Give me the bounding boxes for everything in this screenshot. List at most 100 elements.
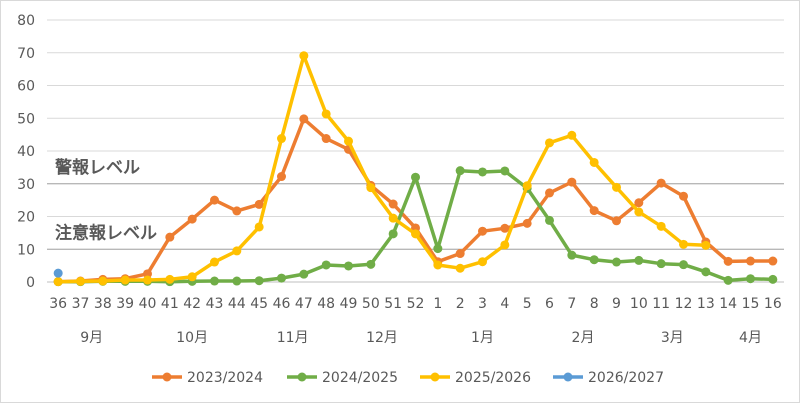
data-point [76,276,85,286]
data-point [768,274,778,284]
month-axis: 9月 10月 11月 12月 1月 2月 3月 4月 [80,330,762,346]
data-point [656,259,666,269]
x-tick-label: 7 [567,296,576,312]
data-point [165,274,175,284]
data-point [98,276,108,286]
data-point [567,250,577,260]
data-point [612,257,621,267]
data-point [634,207,644,217]
month-label: 9月 [80,330,103,346]
data-point [165,232,175,242]
data-point [567,130,577,140]
data-point [187,214,197,224]
data-point [723,256,733,266]
data-point [433,260,443,270]
legend-swatch-marker [162,372,172,382]
x-tick-label: 48 [317,296,335,312]
warning-level-label: 注意報レベル [55,222,157,243]
series-2023-2024 [53,114,778,287]
data-point [478,167,487,177]
month-label: 12月 [366,330,398,346]
x-tick-label: 42 [183,296,201,312]
data-point [321,260,331,270]
data-point [589,255,599,265]
data-point [299,51,309,61]
data-point [679,191,688,201]
data-point [589,206,599,216]
data-point [656,178,666,188]
data-point [500,240,510,250]
legend-swatch-marker [297,372,307,382]
data-point [411,172,420,182]
data-point [277,134,286,144]
legend-swatch-marker [430,372,440,382]
data-point [545,138,554,148]
data-point [210,257,219,267]
legend: 2023/2024 2024/2025 2025/2026 2026/2027 [152,370,664,386]
data-point [344,261,353,271]
alert-level-label: 警報レベル [54,157,140,178]
x-tick-label: 36 [49,296,67,312]
series-layer [53,51,778,287]
data-point [746,256,755,266]
data-point [634,255,644,265]
legend-label: 2023/2024 [187,370,263,386]
data-point [455,263,465,273]
data-point [701,267,711,277]
y-tick-label: 40 [17,144,35,160]
x-tick-label: 47 [295,296,313,312]
data-point [232,276,242,286]
data-point [210,195,219,205]
x-tick-label: 43 [206,296,224,312]
data-point [679,260,688,270]
data-point [478,257,487,267]
y-axis: 0 10 20 30 40 50 60 70 80 [17,13,35,291]
data-point [545,215,554,225]
x-tick-label: 38 [94,296,112,312]
x-axis: 36 37 38 39 40 41 42 43 44 45 46 47 48 49 50 51 52 1 2 3 4 5 6… [49,296,782,312]
data-point [701,240,711,250]
x-tick-label: 46 [273,296,291,312]
data-point [299,114,309,124]
data-point [612,216,621,226]
x-tick-label: 11 [652,296,670,312]
month-label: 2月 [572,330,595,346]
x-tick-label: 6 [545,296,554,312]
data-point [277,172,286,182]
data-point [388,199,398,209]
series-2025-2026 [53,51,711,287]
x-tick-label: 13 [697,296,715,312]
x-tick-label: 16 [764,296,782,312]
y-tick-label: 50 [17,111,35,127]
data-point [53,277,63,287]
data-point [254,199,264,209]
month-label: 4月 [739,330,762,346]
x-tick-label: 37 [72,296,90,312]
data-point [388,213,398,223]
y-tick-label: 70 [17,46,35,62]
y-tick-label: 60 [17,79,35,95]
month-label: 10月 [176,330,208,346]
x-tick-label: 5 [523,296,532,312]
data-point [232,206,242,216]
data-point [679,239,688,249]
x-tick-label: 50 [362,296,380,312]
data-point [210,276,219,286]
data-point [254,222,264,232]
x-tick-label: 44 [228,296,246,312]
x-tick-label: 49 [340,296,358,312]
data-point [455,249,465,259]
y-tick-label: 30 [17,177,35,193]
data-point [366,259,376,269]
x-tick-label: 2 [456,296,465,312]
data-point [143,275,152,285]
data-point [634,198,644,208]
data-point [723,275,733,285]
data-point [612,182,621,192]
x-tick-label: 14 [719,296,737,312]
x-tick-label: 15 [742,296,760,312]
y-tick-label: 80 [17,13,35,29]
data-point [232,246,242,256]
